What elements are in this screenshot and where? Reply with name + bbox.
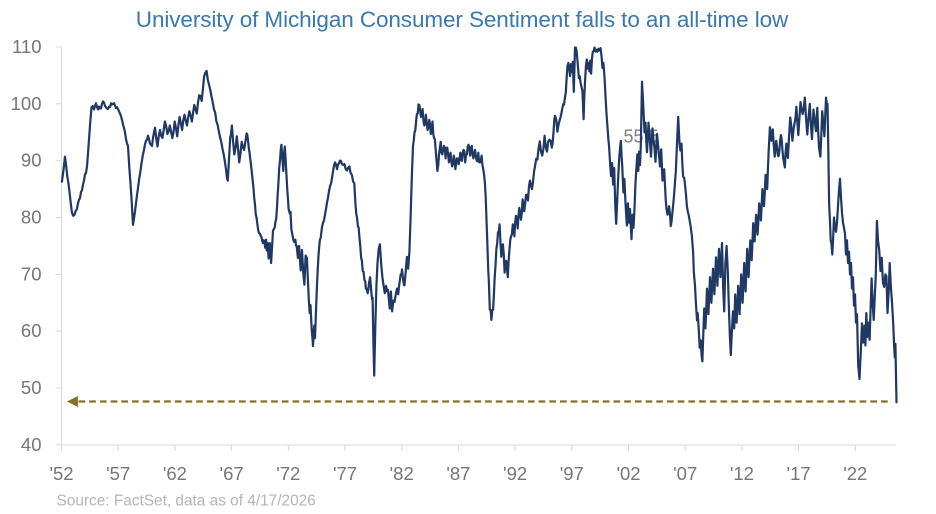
svg-text:'87: '87 xyxy=(446,463,470,484)
svg-text:'97: '97 xyxy=(560,463,584,484)
svg-text:Source: FactSet, data as of 4/: Source: FactSet, data as of 4/17/2026 xyxy=(57,493,316,510)
svg-text:90: 90 xyxy=(21,150,42,171)
svg-text:'72: '72 xyxy=(276,463,300,484)
svg-text:'67: '67 xyxy=(220,463,244,484)
svg-text:80: 80 xyxy=(21,207,42,228)
svg-text:60: 60 xyxy=(21,320,42,341)
svg-text:40: 40 xyxy=(21,434,42,455)
svg-text:'22: '22 xyxy=(843,463,867,484)
svg-text:'82: '82 xyxy=(390,463,414,484)
svg-text:50: 50 xyxy=(21,377,42,398)
svg-text:110: 110 xyxy=(12,36,42,57)
svg-text:'07: '07 xyxy=(673,463,697,484)
svg-text:'12: '12 xyxy=(730,463,754,484)
svg-text:'02: '02 xyxy=(616,463,640,484)
svg-text:'92: '92 xyxy=(503,463,527,484)
svg-text:'57: '57 xyxy=(106,463,130,484)
svg-text:'17: '17 xyxy=(787,463,811,484)
svg-text:'62: '62 xyxy=(163,463,187,484)
svg-text:'52: '52 xyxy=(49,463,73,484)
svg-text:University of Michigan Consume: University of Michigan Consumer Sentimen… xyxy=(136,7,789,32)
svg-text:100: 100 xyxy=(11,93,42,114)
svg-text:'77: '77 xyxy=(333,463,357,484)
svg-text:70: 70 xyxy=(21,263,42,284)
